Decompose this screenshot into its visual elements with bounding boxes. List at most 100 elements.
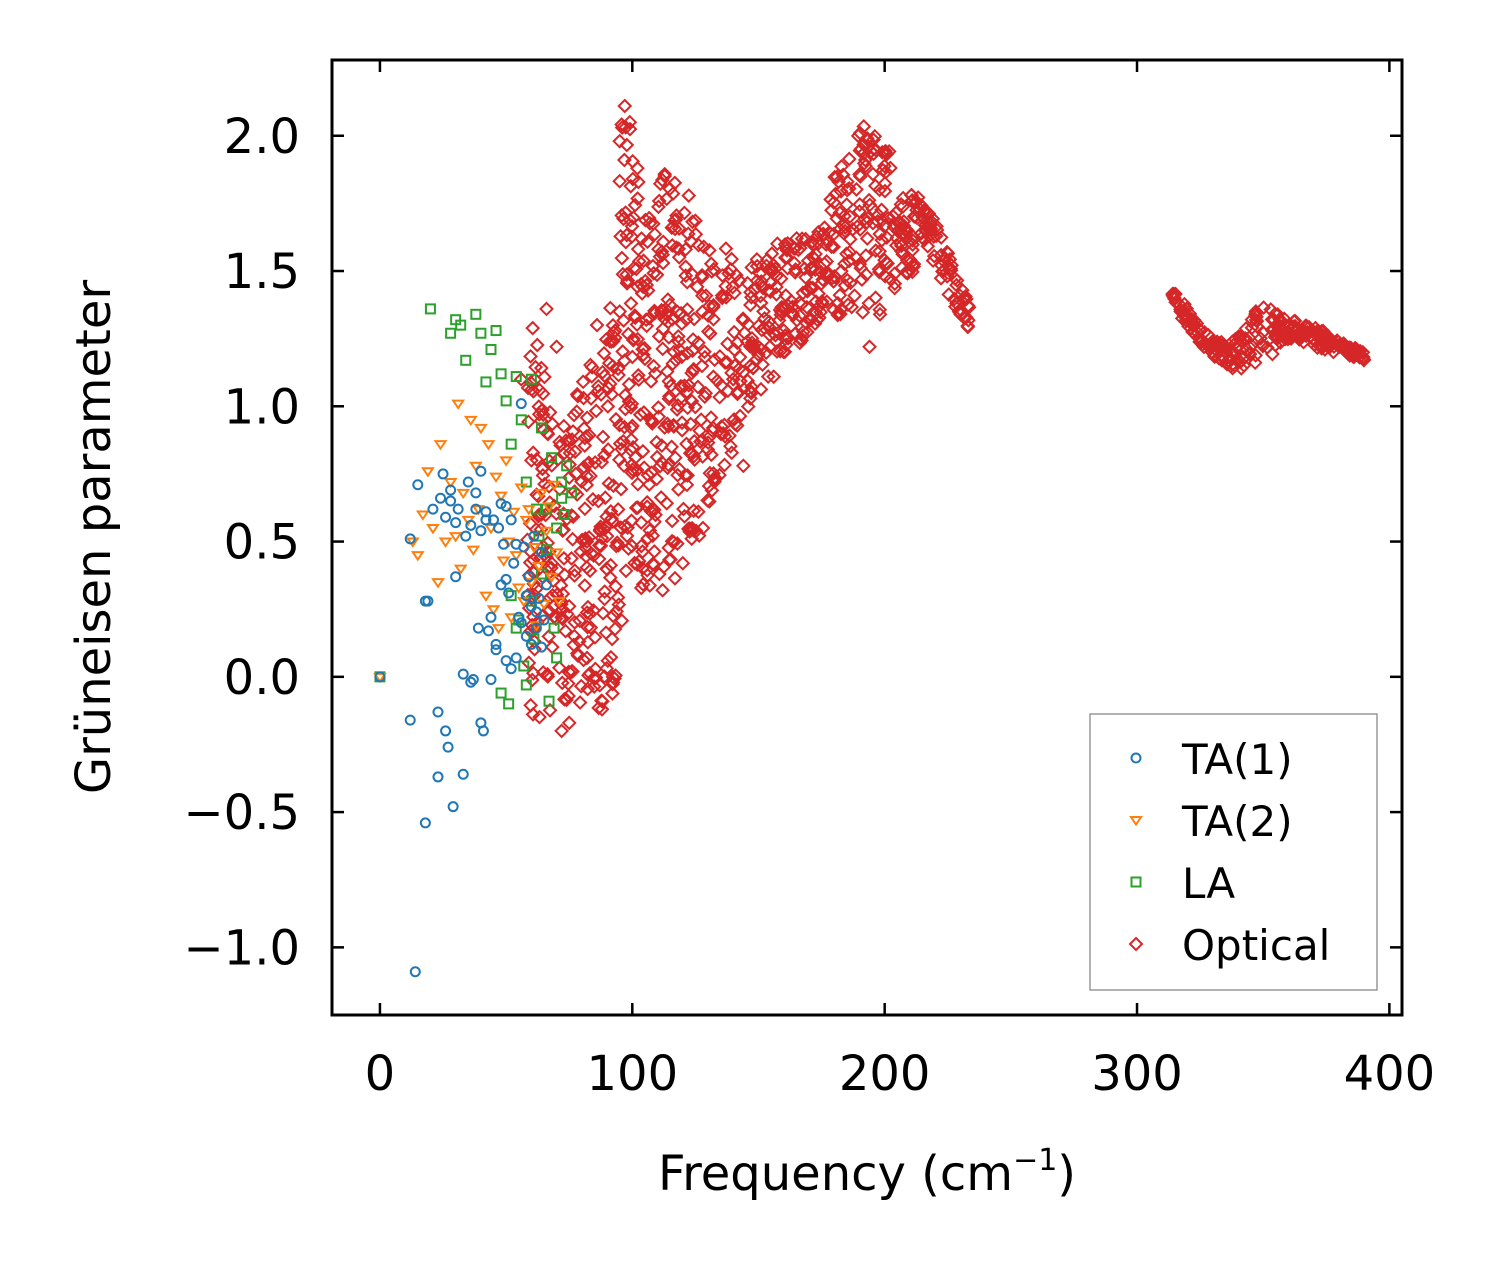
- ta1-point: [462, 476, 474, 488]
- optical-point: [633, 515, 649, 530]
- la-point: [500, 395, 512, 407]
- optical-point: [661, 391, 677, 407]
- optical-point: [579, 534, 595, 549]
- optical-point: [783, 293, 799, 309]
- optical-point: [904, 264, 920, 280]
- optical-point: [566, 407, 582, 423]
- optical-point: [579, 650, 595, 666]
- ta2-point: [431, 578, 445, 589]
- ta2-point: [438, 537, 453, 548]
- ta2-point: [534, 488, 549, 500]
- optical-point: [944, 257, 960, 273]
- optical-point: [678, 268, 694, 284]
- ta1-point: [465, 676, 477, 688]
- optical-point: [592, 523, 608, 539]
- optical-point: [655, 255, 671, 271]
- optical-point: [615, 433, 631, 449]
- optical-point: [686, 311, 702, 327]
- optical-point: [827, 169, 843, 185]
- ta2-point: [481, 440, 496, 451]
- optical-point: [567, 563, 583, 579]
- optical-point: [879, 230, 895, 245]
- optical-point: [836, 208, 852, 224]
- optical-point: [707, 352, 723, 368]
- optical-point: [593, 387, 609, 402]
- optical-point: [829, 211, 845, 227]
- optical-point: [611, 597, 627, 613]
- optical-point: [577, 438, 593, 454]
- optical-point: [558, 623, 573, 639]
- optical-point: [513, 371, 529, 387]
- optical-point: [701, 298, 717, 314]
- optical-point: [852, 196, 868, 212]
- optical-point: [878, 255, 894, 271]
- optical-point: [819, 294, 835, 310]
- optical-point: [895, 198, 911, 214]
- optical-point: [1241, 346, 1257, 361]
- optical-point: [614, 208, 630, 223]
- optical-point: [583, 620, 599, 635]
- optical-point: [554, 609, 570, 625]
- optical-point: [681, 377, 697, 393]
- la-point: [561, 460, 573, 472]
- optical-point: [719, 354, 735, 370]
- optical-point: [749, 252, 765, 267]
- optical-point: [583, 546, 599, 561]
- ta1-point: [472, 622, 484, 634]
- optical-point: [859, 231, 875, 246]
- la-point: [520, 679, 532, 691]
- ta1-point: [500, 573, 512, 585]
- optical-point: [567, 614, 583, 630]
- optical-point: [1319, 328, 1335, 344]
- optical-point: [1287, 318, 1303, 334]
- optical-point: [1286, 313, 1302, 329]
- optical-point: [669, 536, 685, 551]
- y-tick-label: −0.5: [183, 785, 300, 841]
- ta2-point: [474, 423, 488, 435]
- la-point: [490, 325, 502, 337]
- optical-point: [630, 367, 646, 383]
- optical-point: [834, 159, 849, 174]
- optical-point: [906, 256, 922, 272]
- x-axis-title: Frequency (cm−1): [658, 1143, 1076, 1202]
- ta1-point: [452, 503, 464, 515]
- optical-point: [842, 231, 858, 247]
- optical-point: [1228, 331, 1243, 347]
- optical-point: [809, 229, 825, 245]
- optical-point: [681, 188, 697, 203]
- ta1-point: [475, 717, 487, 729]
- optical-point: [540, 669, 556, 684]
- optical-point: [633, 538, 649, 554]
- optical-point: [858, 248, 874, 263]
- optical-point: [556, 691, 572, 707]
- optical-point: [572, 695, 588, 710]
- optical-point: [792, 240, 808, 256]
- optical-point: [808, 246, 823, 262]
- ta2-point: [443, 478, 458, 489]
- optical-point: [1280, 327, 1296, 343]
- legend-label-la: LA: [1182, 859, 1235, 908]
- optical-point: [555, 523, 571, 539]
- optical-point: [1352, 343, 1368, 359]
- optical-point: [674, 422, 690, 438]
- optical-point: [557, 567, 572, 583]
- optical-point: [647, 226, 663, 242]
- optical-point: [712, 389, 728, 405]
- optical-point: [1230, 352, 1246, 368]
- ta2-point: [405, 537, 420, 548]
- optical-point: [610, 361, 626, 377]
- optical-point: [898, 221, 914, 237]
- optical-point: [645, 528, 661, 544]
- optical-point: [690, 379, 706, 395]
- optical-point: [1248, 347, 1264, 363]
- optical-point: [618, 119, 634, 135]
- la-point: [533, 530, 545, 542]
- optical-point: [839, 197, 855, 213]
- optical-point: [655, 341, 671, 357]
- optical-point: [559, 511, 575, 527]
- optical-point: [703, 447, 719, 463]
- optical-point: [837, 220, 853, 235]
- optical-point: [676, 501, 691, 517]
- legend-label-optical: Optical: [1182, 921, 1330, 970]
- optical-point: [951, 304, 967, 320]
